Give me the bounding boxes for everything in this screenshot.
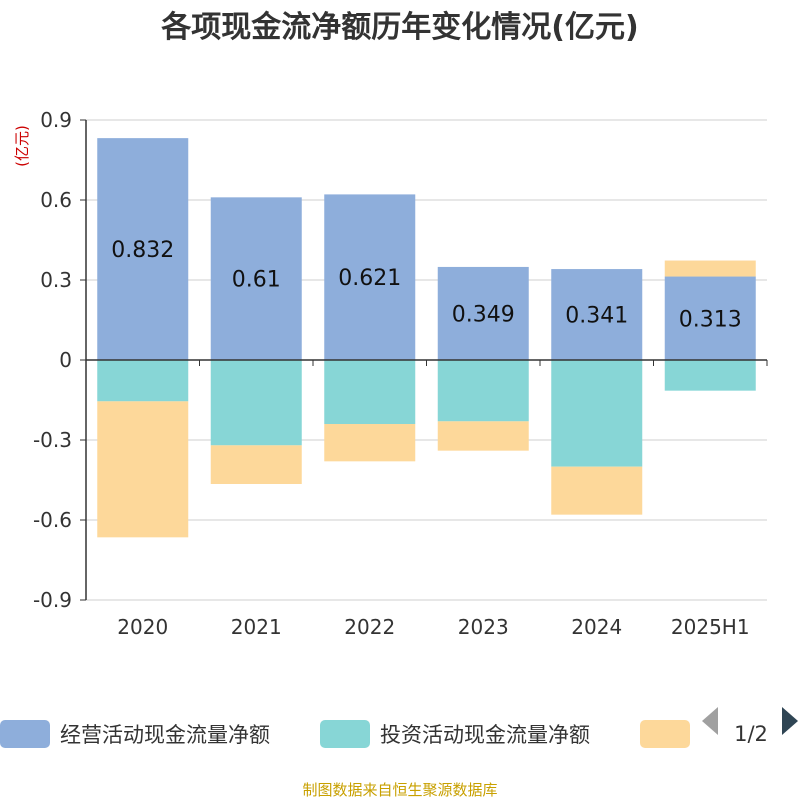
- grid-lines: [86, 119, 767, 601]
- legend-label-0[interactable]: 经营活动现金流量净额: [60, 723, 270, 747]
- x-tick-label: 2024: [571, 615, 622, 639]
- legend-label-1[interactable]: 投资活动现金流量净额: [380, 723, 590, 747]
- legend-swatch-2[interactable]: [640, 720, 690, 748]
- bar-series2-2025H1: [664, 260, 756, 277]
- bar-series2-2020: [97, 401, 189, 538]
- bar-series0-2022: [324, 194, 416, 360]
- y-axis-unit: (亿元): [13, 125, 31, 167]
- bar-series2-2024: [551, 466, 643, 515]
- legend-next-icon[interactable]: [782, 707, 798, 735]
- bar-series1-2021: [210, 360, 302, 446]
- bar-series0-2020: [97, 138, 189, 360]
- chart-title: 各项现金流净额历年变化情况(亿元): [160, 10, 638, 45]
- bar-series1-2024: [551, 360, 643, 467]
- legend-pager: 1/2: [702, 707, 798, 746]
- legend-swatch-1[interactable]: [320, 720, 370, 748]
- y-tick-label: 0.3: [40, 268, 72, 292]
- bar-series1-2025H1: [664, 360, 756, 391]
- bar-series0-2023: [437, 266, 529, 360]
- bar-series2-2022: [324, 424, 416, 462]
- data-label-2025H1: 0.313: [679, 307, 742, 332]
- bar-series1-2023: [437, 360, 529, 422]
- x-tick-label: 2025H1: [671, 615, 750, 639]
- legend-prev-icon[interactable]: [702, 707, 718, 735]
- y-tick-label: -0.6: [33, 508, 72, 532]
- bar-series0-2024: [551, 269, 643, 360]
- data-label-2021: 0.61: [232, 268, 281, 293]
- data-label-2022: 0.621: [338, 266, 401, 291]
- bar-series1-2022: [324, 360, 416, 424]
- data-source: 制图数据来自恒生聚源数据库: [302, 781, 497, 799]
- data-label-2024: 0.341: [565, 304, 628, 329]
- data-label-2023: 0.349: [452, 302, 515, 327]
- x-tick-label: 2022: [344, 615, 395, 639]
- tick-labels: 0.9 0.6 0.3 0 -0.3 -0.6 -0.9 2020 2021 2022 2023 20…: [33, 108, 750, 639]
- y-tick-label: -0.3: [33, 428, 72, 452]
- bar-series0-2021: [210, 197, 302, 360]
- legend: 经营活动现金流量净额 投资活动现金流量净额: [0, 720, 690, 748]
- x-tick-label: 2023: [458, 615, 509, 639]
- data-label-2020: 0.832: [111, 238, 174, 263]
- legend-swatch-0[interactable]: [0, 720, 50, 748]
- bars: [97, 138, 756, 538]
- data-labels: 0.832 0.61 0.621 0.349 0.341 0.313: [111, 238, 741, 332]
- y-tick-label: 0.6: [40, 188, 72, 212]
- y-tick-label: -0.9: [33, 588, 72, 612]
- bar-series0-2025H1: [664, 276, 756, 360]
- x-tick-label: 2020: [117, 615, 168, 639]
- bar-series2-2023: [437, 421, 529, 451]
- bar-series1-2020: [97, 360, 189, 402]
- axes: [80, 119, 768, 601]
- x-tick-label: 2021: [231, 615, 282, 639]
- bar-series2-2021: [210, 445, 302, 484]
- y-tick-label: 0: [59, 348, 72, 372]
- y-tick-label: 0.9: [40, 108, 72, 132]
- legend-page-indicator: 1/2: [734, 722, 768, 746]
